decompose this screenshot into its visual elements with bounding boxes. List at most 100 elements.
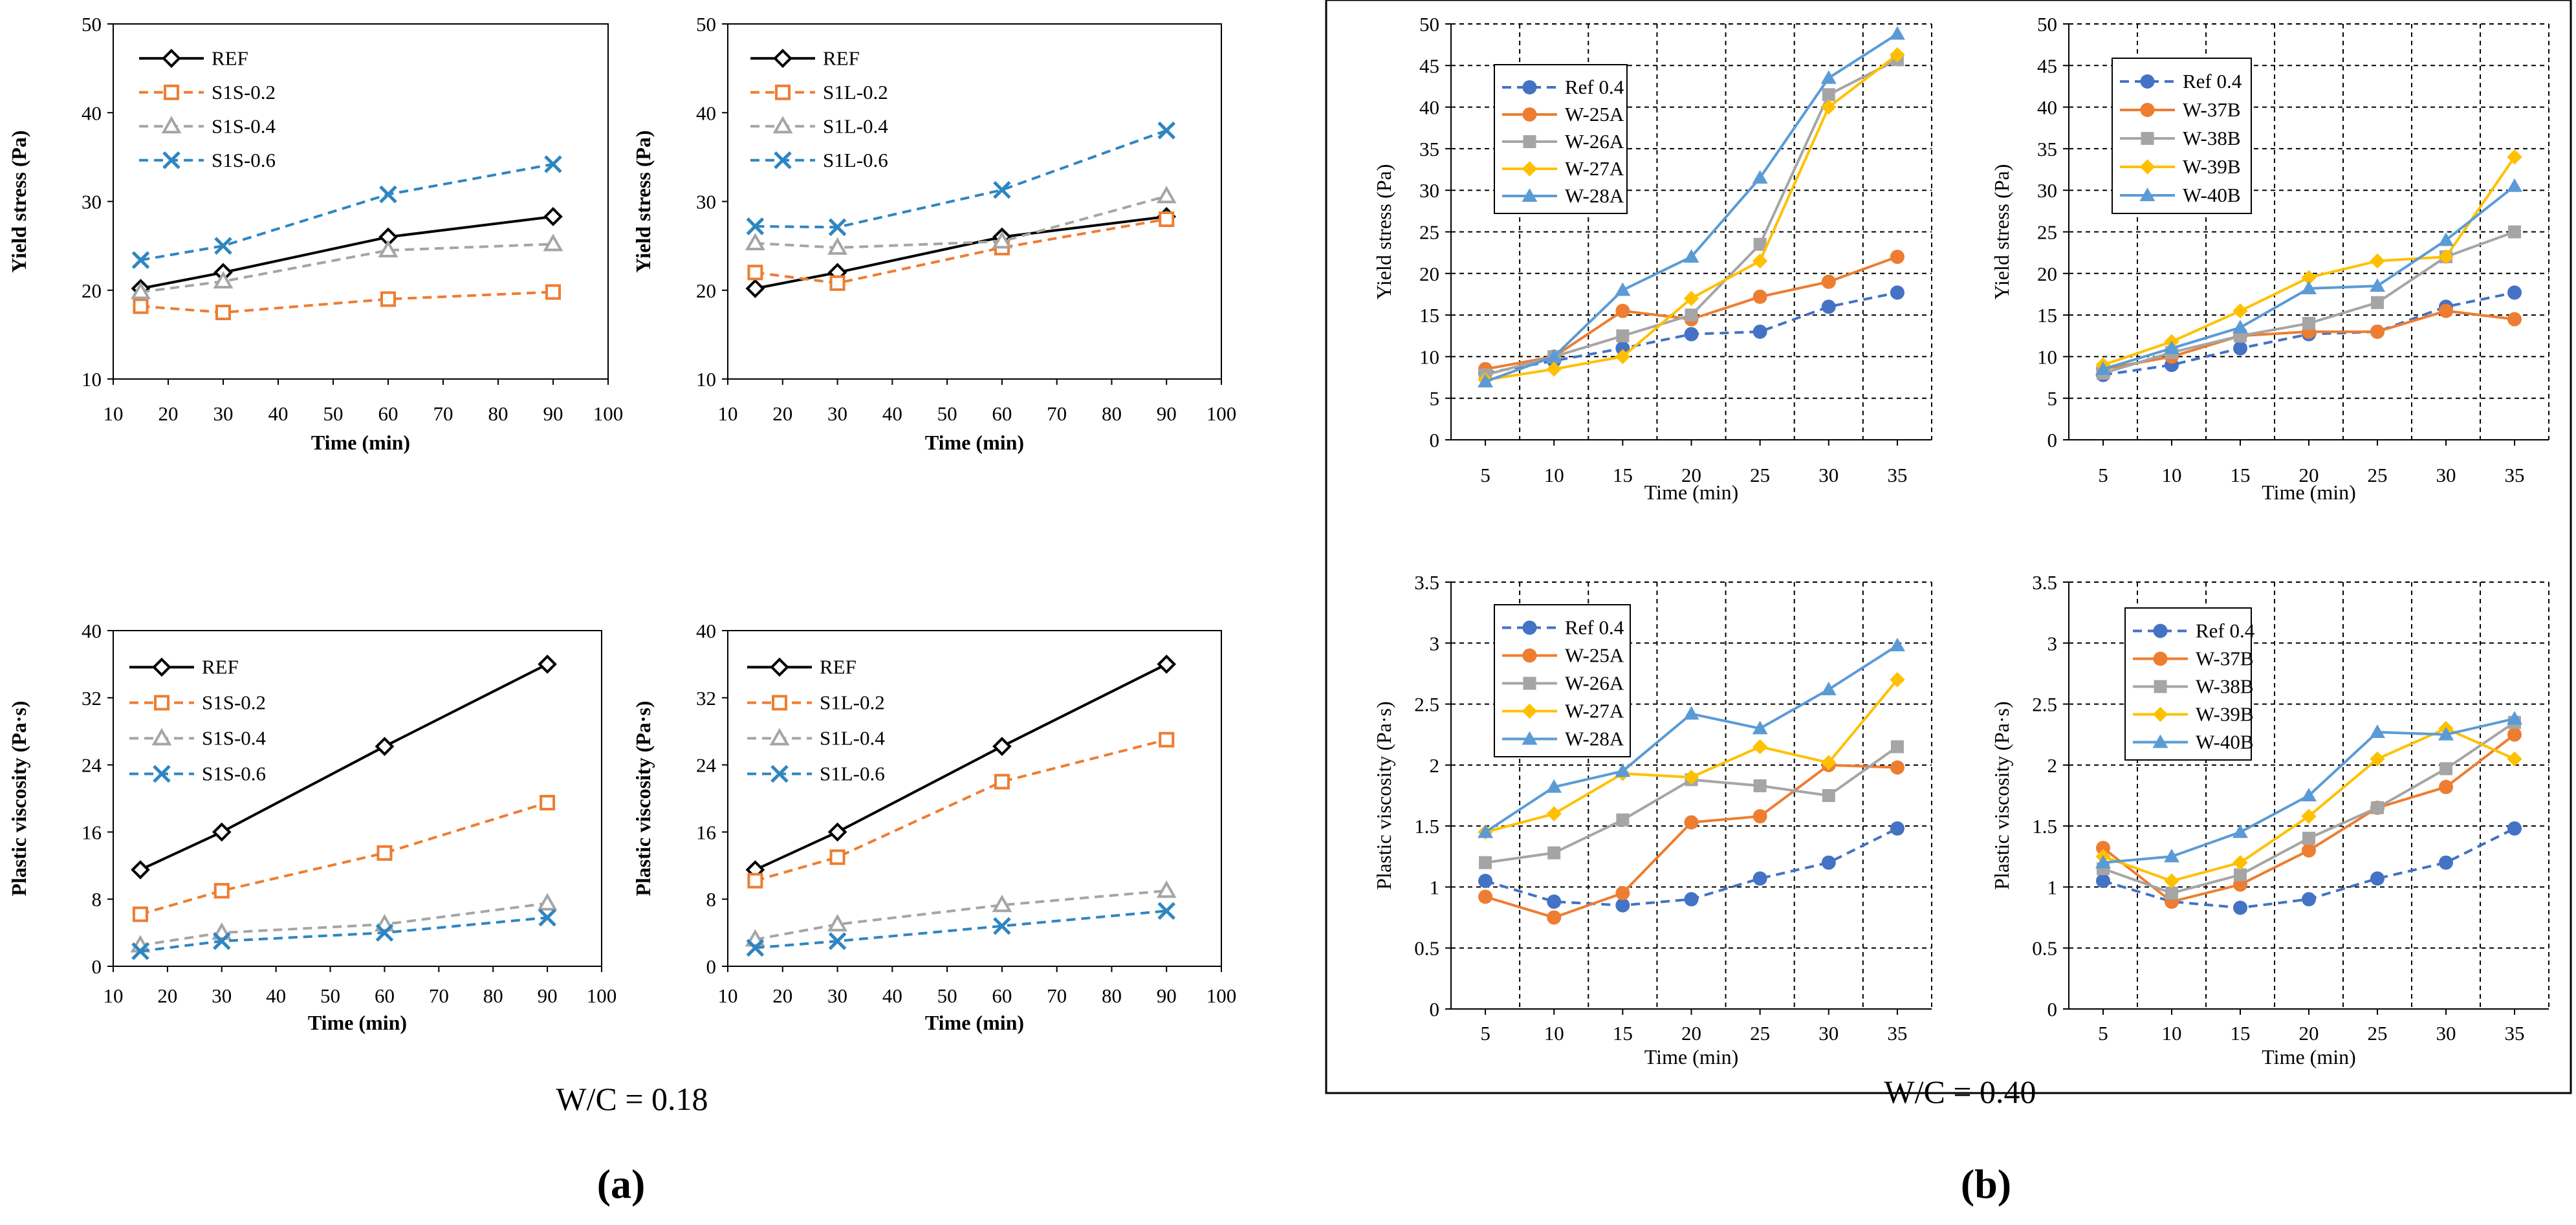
legend-marker-w-28a	[1522, 188, 1538, 202]
legend-label-s1s-0-2: S1S-0.2	[212, 81, 276, 103]
data-point-s1s-0-2	[545, 284, 561, 300]
legend-label-s1s-0-6: S1S-0.6	[202, 763, 266, 785]
y-tick-label: 2	[1430, 754, 1440, 777]
data-point-s1s-0-2	[213, 883, 230, 899]
legend-label-ref-0-4: Ref 0.4	[1565, 616, 1624, 639]
data-point-w-27a	[1890, 672, 1905, 688]
data-point-w-28a	[1752, 721, 1768, 735]
data-point-w-27a	[1821, 99, 1837, 115]
data-point-ref	[827, 822, 847, 842]
x-axis-label: Time (min)	[2262, 481, 2356, 504]
chart-b-plastic-viscosity-a: 0 0.5 1 1.5 2 2.5 3 3.5 5 10 15 20 25 30 35 Time (min) P…	[1372, 571, 1932, 1068]
legend-marker-w-38b	[2154, 680, 2167, 693]
data-point-w-28a	[1889, 26, 1905, 40]
legend-marker-ref-0-4	[2140, 74, 2155, 89]
data-point-s1s-0-2	[380, 291, 396, 307]
y-axis-label: Plastic viscosity (Pa·s)	[7, 700, 30, 896]
y-tick-label: 40	[696, 620, 716, 642]
legend-marker-w-37b	[2153, 651, 2168, 666]
x-tick-label: 90	[543, 402, 563, 425]
x-tick-label: 10	[1544, 464, 1564, 486]
data-point-ref-0-4	[1890, 285, 1905, 300]
data-point-w-28a	[1615, 763, 1631, 777]
y-axis-label: Plastic viscosity (Pa·s)	[1372, 701, 1395, 890]
data-point-s1s-0-6	[213, 932, 231, 950]
data-point-w-25a	[1752, 289, 1767, 304]
legend-label-ref: REF	[202, 656, 239, 678]
data-point-w-40b	[2370, 278, 2385, 292]
x-tick-label: 25	[1750, 464, 1770, 486]
x-tick-label: 35	[2505, 464, 2525, 486]
x-tick-label: 20	[157, 984, 177, 1007]
y-tick-label: 0	[2047, 998, 2058, 1021]
data-point-w-26a	[1685, 309, 1698, 322]
data-point-s1s-0-2	[215, 305, 231, 321]
legend-marker-s1l-0-2	[775, 84, 791, 100]
legend-label-w-28a: W-28A	[1565, 184, 1624, 207]
data-point-s1l-0-6	[746, 938, 765, 957]
data-point-s1l-0-6	[1157, 902, 1175, 920]
legend-marker-s1l-0-2	[772, 695, 787, 711]
y-tick-label: 2	[2047, 754, 2058, 777]
x-tick-label: 20	[1681, 464, 1701, 486]
series-line-s1s-0-6	[140, 162, 554, 262]
x-tick-label: 10	[718, 402, 738, 425]
data-point-w-25a	[1890, 250, 1905, 265]
y-tick-label: 25	[2037, 221, 2057, 244]
caption-wc-b: W/C = 0.40	[1884, 1074, 2036, 1110]
x-tick-label: 50	[937, 984, 957, 1007]
data-point-w-28a	[1615, 282, 1631, 296]
y-tick-label: 3.5	[2032, 571, 2057, 594]
panel-label-a: (a)	[597, 1161, 646, 1207]
x-tick-label: 30	[212, 984, 232, 1007]
legend-label-w-39b: W-39B	[2183, 155, 2241, 178]
data-point-s1l-0-2	[1159, 211, 1175, 227]
x-tick-label: 40	[266, 984, 286, 1007]
data-point-ref-0-4	[1615, 341, 1630, 356]
data-point-w-40b	[2164, 340, 2179, 354]
legend-marker-w-39b	[2152, 706, 2168, 722]
y-tick-label: 30	[1419, 179, 1439, 202]
data-point-w-38b	[2302, 832, 2315, 845]
legend-label-s1s-0-2: S1S-0.2	[202, 691, 266, 714]
data-point-w-25a	[1684, 815, 1699, 830]
y-tick-label: 0	[2047, 429, 2058, 451]
legend-label-w-37b: W-37B	[2196, 647, 2254, 670]
y-tick-label: 35	[2037, 138, 2057, 160]
data-point-w-26a	[1753, 237, 1767, 251]
y-tick-label: 3	[1430, 632, 1440, 655]
x-axis-label: Time (min)	[308, 1011, 407, 1034]
data-point-w-25a	[1890, 760, 1905, 775]
legend-label-w-27a: W-27A	[1565, 157, 1624, 180]
data-point-w-40b	[2095, 854, 2111, 869]
data-point-w-28a	[1683, 249, 1699, 263]
x-tick-label: 15	[1613, 1022, 1633, 1045]
series-line-s1l-0-6	[755, 909, 1167, 949]
legend-marker-w-25a	[1522, 648, 1537, 663]
y-tick-label: 3.5	[1414, 571, 1439, 594]
x-tick-label: 100	[1206, 402, 1237, 425]
x-tick-label: 90	[538, 984, 558, 1007]
y-tick-label: 10	[2037, 345, 2057, 368]
legend-marker-ref	[152, 657, 171, 677]
data-point-w-39b	[2301, 808, 2317, 824]
data-point-ref-0-4	[1478, 874, 1493, 888]
x-tick-label: 30	[827, 402, 847, 425]
data-point-w-25a	[1615, 885, 1630, 900]
series-line-w-38b	[2102, 230, 2515, 375]
data-point-ref-0-4	[2370, 871, 2385, 886]
data-point-ref-0-4	[1821, 855, 1836, 870]
data-point-w-26a	[1616, 329, 1630, 343]
y-tick-label: 40	[82, 102, 102, 124]
data-point-w-26a	[1753, 779, 1767, 792]
legend-marker-s1s-0-2	[154, 695, 169, 711]
data-point-w-40b	[2232, 320, 2248, 334]
data-point-w-37b	[2096, 841, 2110, 856]
data-point-w-38b	[2234, 868, 2247, 882]
data-point-ref-0-4	[2233, 900, 2247, 915]
y-tick-label: 30	[696, 191, 716, 213]
data-point-w-28a	[1820, 681, 1837, 695]
x-tick-label: 30	[2436, 1022, 2456, 1045]
chart-a-yield-stress-s1s: 10 20 30 40 50 10 20 30 40 50 60 70 80 90 100 Time (min…	[7, 13, 623, 454]
data-point-w-25a	[1547, 910, 1562, 925]
